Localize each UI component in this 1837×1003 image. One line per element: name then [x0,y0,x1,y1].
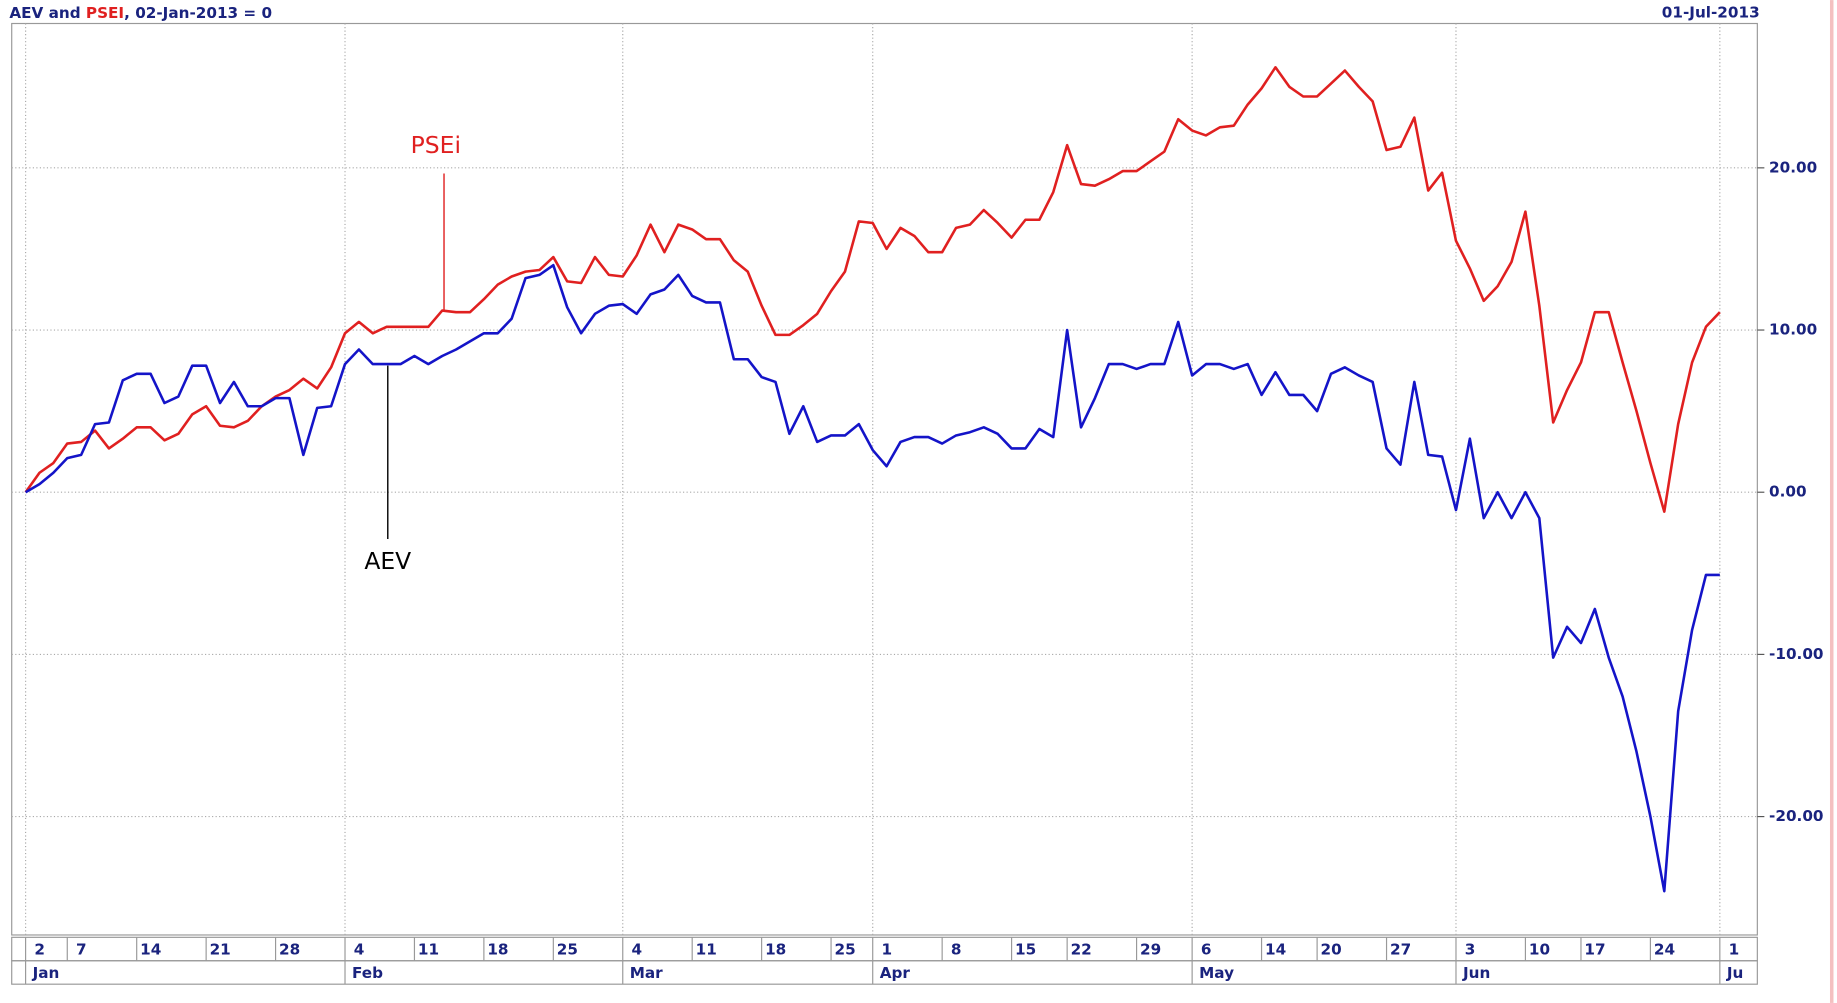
month-label: Apr [880,964,911,982]
x-tick-label: 25 [835,941,856,959]
x-tick-label: 20 [1321,941,1342,959]
month-label: May [1199,964,1234,982]
x-tick-label: 18 [487,941,508,959]
title-part: PSEI [86,3,124,21]
side-border [1829,0,1834,1003]
x-tick-label: 22 [1071,941,1092,959]
series-line [24,263,1720,893]
plot-frame [11,22,1758,936]
y-tick-label: 10.00 [1769,321,1817,339]
y-tick-label: 20.00 [1769,158,1817,176]
x-tick-label: 14 [140,941,161,959]
x-tick-label: 4 [354,941,365,959]
x-tick-label: 1 [881,941,892,959]
x-tick-label: 15 [1015,941,1036,959]
annotation: AEV [364,547,411,575]
x-tick-label: 21 [210,941,231,959]
series-line [24,66,1721,513]
x-tick-label: 24 [1654,941,1675,959]
annotation: PSEi [411,131,461,159]
x-tick-label: 4 [632,941,643,959]
month-label: Mar [630,964,663,982]
month-label: Jun [1462,964,1490,982]
x-tick-label: 28 [279,941,300,959]
chart-title: AEV and PSEI, 02-Jan-2013 = 0 [9,3,272,21]
title-part: AEV and [9,3,86,21]
month-label: Jan [32,964,60,982]
y-tick-label: 0.00 [1769,483,1807,501]
x-tick-label: 11 [696,941,717,959]
x-tick-label: 7 [76,941,87,959]
x-tick-label: 29 [1140,941,1161,959]
x-tick-label: 3 [1465,941,1476,959]
y-tick-label: -20.00 [1769,807,1823,825]
x-tick-label: 17 [1584,941,1605,959]
x-tick-label: 10 [1529,941,1550,959]
x-tick-label: 11 [418,941,439,959]
month-label: Feb [352,964,383,982]
x-tick-label: 2 [34,941,45,959]
x-tick-label: 6 [1201,941,1212,959]
title-part: , 02-Jan-2013 = 0 [124,3,272,21]
x-tick-label: 8 [951,941,962,959]
end-date: 01-Jul-2013 [1662,3,1760,21]
x-tick-label: 18 [765,941,786,959]
x-tick-label: 14 [1265,941,1286,959]
y-tick-label: -10.00 [1769,645,1823,663]
month-axis [11,960,1758,985]
x-tick-label: 1 [1729,941,1740,959]
month-label: Ju [1726,964,1744,982]
x-tick-label: 25 [557,941,578,959]
x-tick-label: 27 [1390,941,1411,959]
